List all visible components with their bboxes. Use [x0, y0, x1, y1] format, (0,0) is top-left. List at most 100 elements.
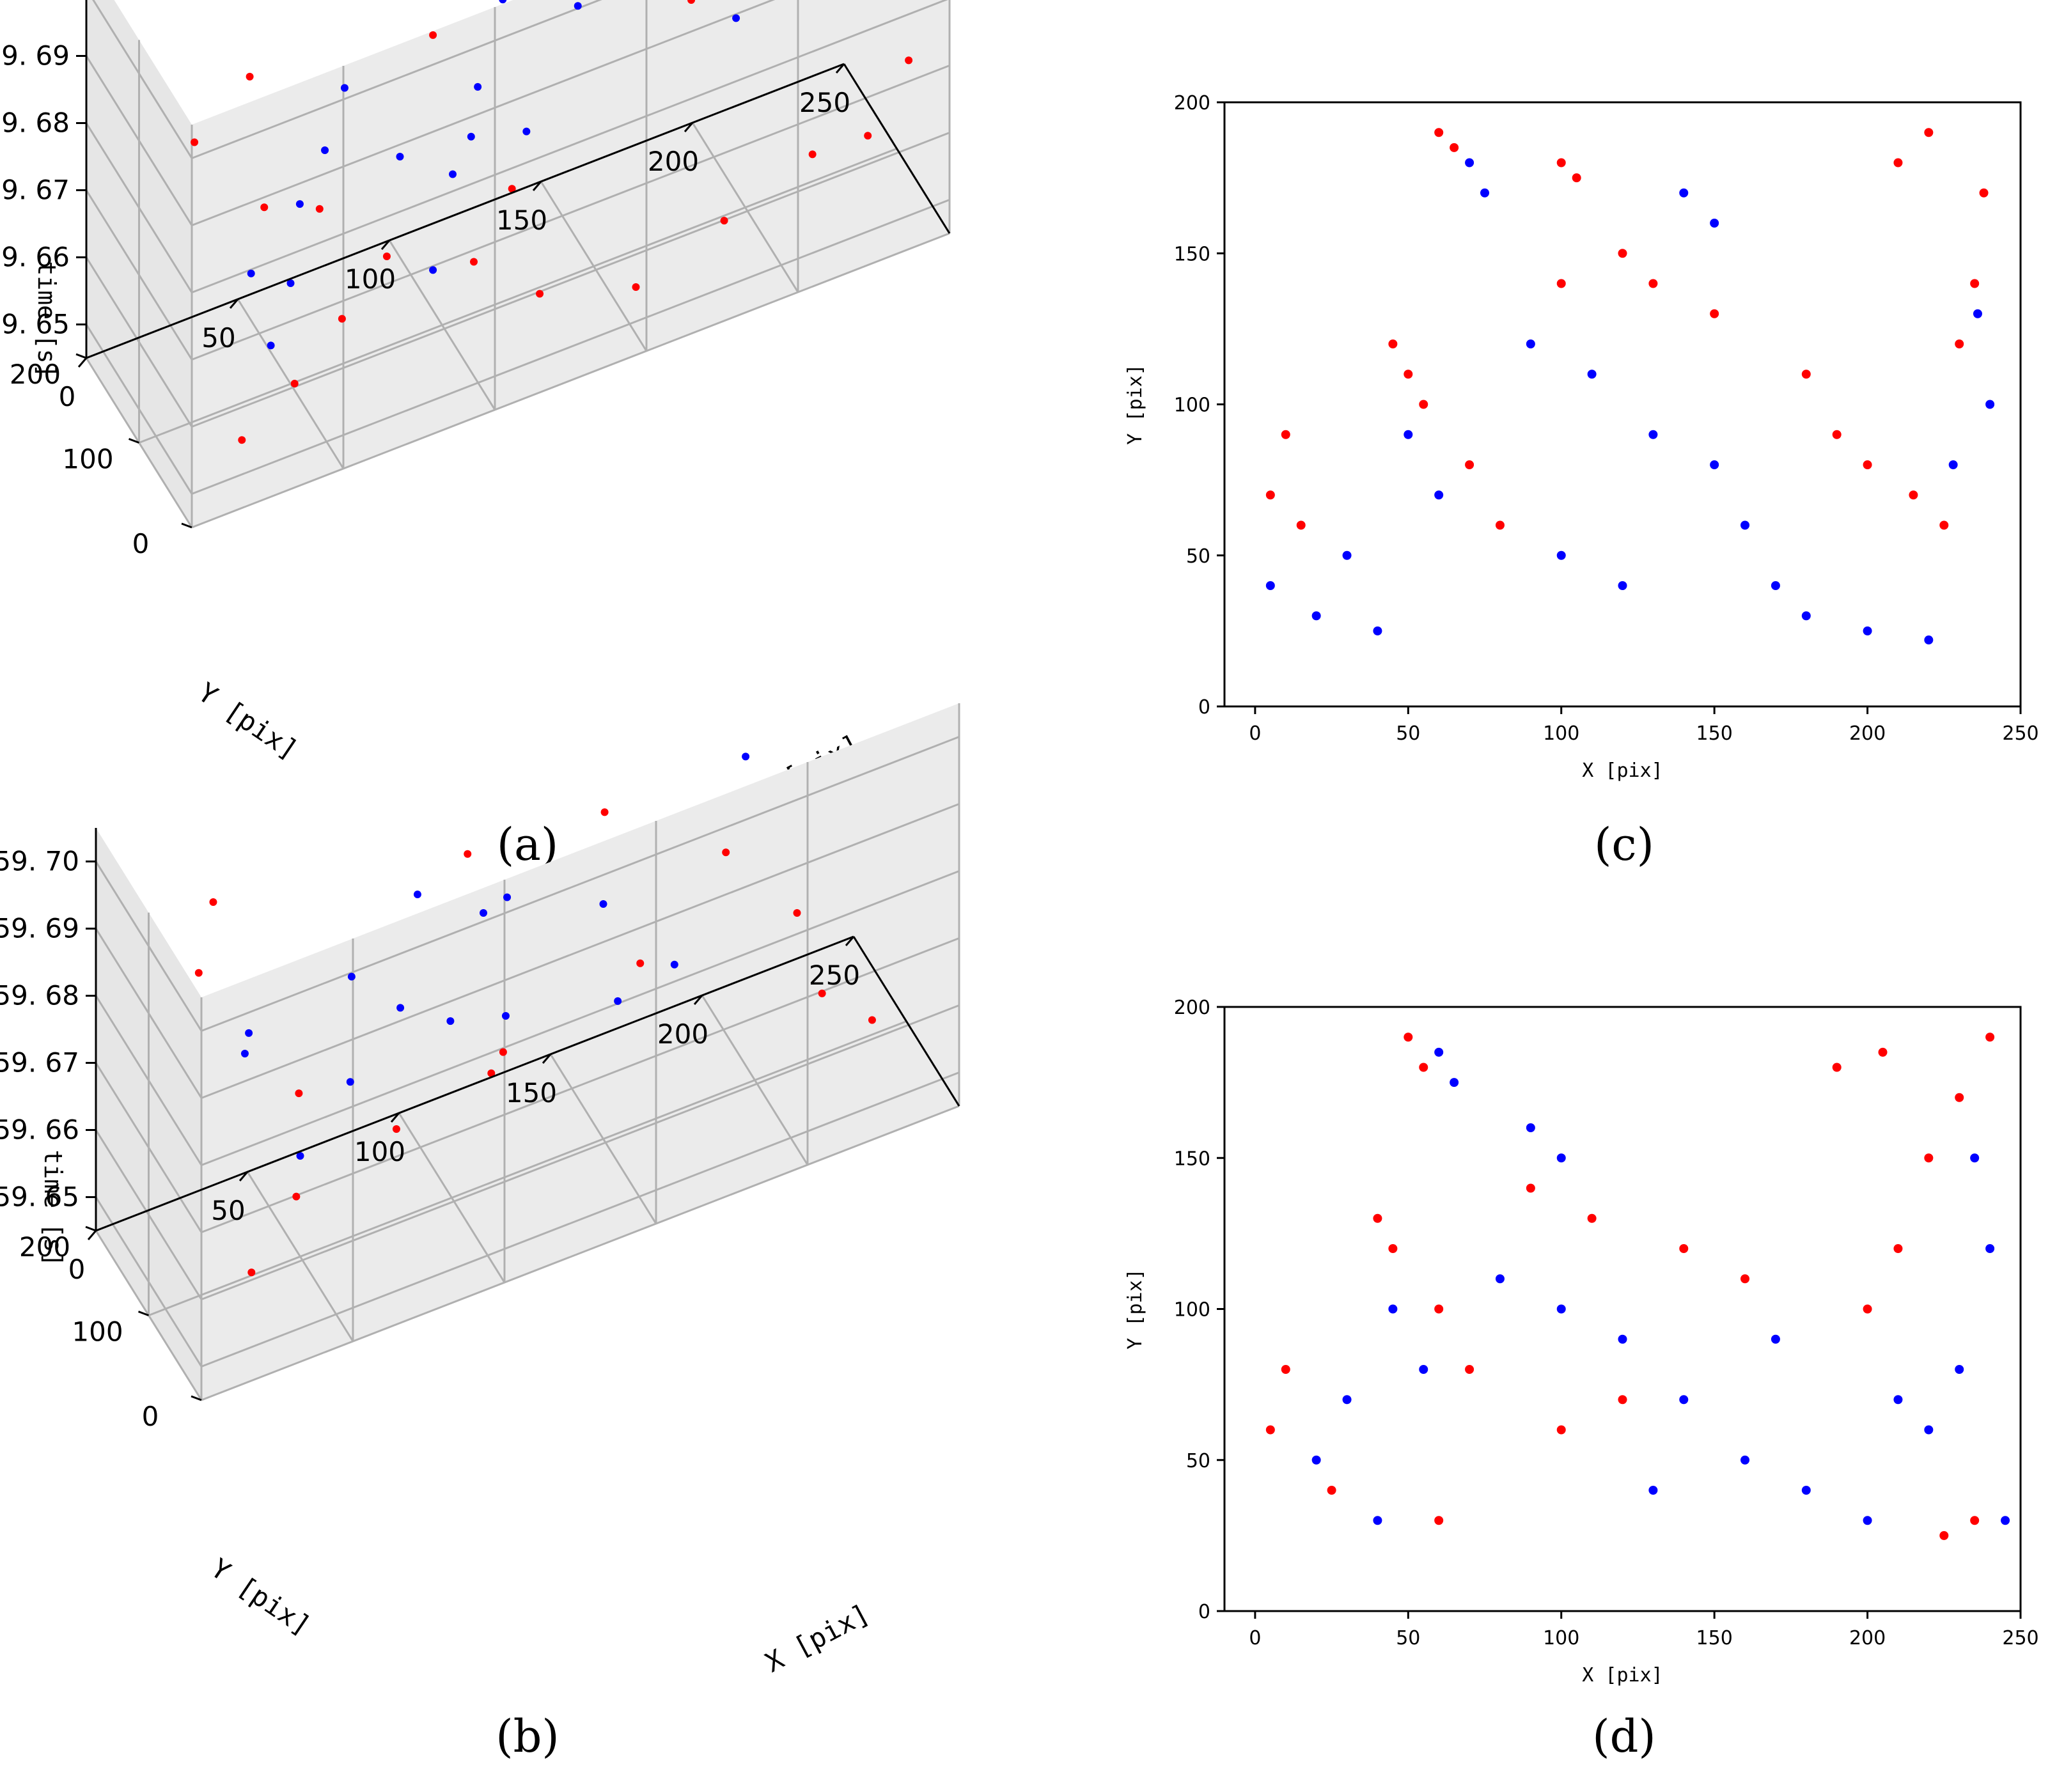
point-blue-17 — [522, 127, 531, 136]
point-blue-5 — [347, 972, 356, 981]
point-red-19 — [1893, 158, 1903, 168]
point-red-20 — [1924, 128, 1934, 137]
panel-d: 0 50 100 150 200 250 0 50 100 150 200 X [pix] Y [pix… — [1124, 997, 2039, 1763]
x-tick — [229, 299, 239, 309]
back-pane — [192, 0, 950, 527]
point-blue-19 — [1618, 581, 1627, 590]
point-red-10 — [1710, 309, 1719, 318]
point-red-16 — [1878, 1047, 1888, 1057]
grid-line — [95, 928, 203, 1099]
x-axis-label: X [pix] — [760, 1598, 875, 1678]
grid-line — [191, 0, 602, 159]
point-blue-1 — [346, 1078, 354, 1086]
point-red-7 — [868, 1016, 876, 1024]
y-axis-label: Y [pix] — [1124, 1268, 1146, 1349]
point-blue-18 — [247, 269, 255, 277]
grid-line — [201, 803, 960, 1099]
point-red-4 — [1434, 1304, 1444, 1314]
point-blue-1 — [449, 170, 457, 178]
point-red-4 — [470, 258, 478, 266]
panel-b: 0 50 100 150 200 250 0 100 200 59. 65 59. 66 59. 67… — [0, 703, 960, 1763]
point-blue-10 — [1863, 1516, 1872, 1525]
x-tick-label: 150 — [1696, 722, 1733, 745]
point-blue-0 — [1434, 1047, 1444, 1057]
point-red-4 — [636, 959, 645, 967]
point-blue-13 — [732, 14, 740, 22]
point-blue-4 — [1495, 1274, 1505, 1284]
z-tick-label: 59. 66 — [0, 242, 70, 273]
point-blue-13 — [1985, 1244, 1995, 1253]
point-red-8 — [1679, 1244, 1689, 1253]
point-red-3 — [1404, 370, 1413, 379]
point-blue-4 — [501, 1012, 510, 1020]
point-red-6 — [1495, 520, 1505, 530]
grid-line — [138, 148, 898, 444]
x-tick-label: 100 — [354, 1136, 405, 1167]
point-red-7 — [1556, 279, 1566, 288]
point-red-18 — [1281, 1365, 1290, 1374]
z-tick-label: 59. 68 — [0, 107, 70, 139]
x-tick-label: 100 — [345, 263, 396, 295]
y-tick-label: 150 — [1174, 243, 1210, 265]
point-red-1 — [1419, 1063, 1428, 1072]
grid-line — [95, 1062, 203, 1233]
point-blue-14 — [1970, 1153, 1980, 1163]
grid-line — [95, 861, 203, 1032]
point-red-15 — [1939, 520, 1949, 530]
z-axis-label: time [s] — [33, 261, 61, 378]
x-tick — [693, 995, 703, 1005]
point-red-23 — [1296, 520, 1306, 530]
x-tick-label: 0 — [59, 381, 76, 412]
point-blue-15 — [1526, 1123, 1535, 1132]
point-blue-18 — [1556, 550, 1566, 560]
grid-line — [191, 65, 950, 361]
point-blue-0 — [1465, 158, 1474, 168]
point-red-14 — [487, 1069, 496, 1077]
point-red-1 — [1450, 143, 1459, 152]
grid-line — [85, 189, 193, 361]
y-tick-label: 100 — [1174, 1299, 1210, 1321]
x-tick-label: 100 — [1543, 722, 1579, 745]
point-red-0 — [1434, 128, 1444, 137]
grid-line — [191, 0, 776, 226]
x-tick-label: 100 — [1543, 1627, 1579, 1649]
point-red-2 — [392, 1125, 400, 1134]
y-tick-label: 200 — [1174, 92, 1210, 114]
panel-a: 0 50 100 150 200 250 0 100 200 59. 65 59. 66 59. 67… — [0, 0, 951, 871]
y-tick-label: 0 — [1198, 696, 1210, 719]
grid-line — [95, 1129, 203, 1300]
x-tick — [380, 240, 391, 250]
z-axis-label: time [s] — [39, 1149, 67, 1266]
panel-caption: (b) — [496, 1710, 559, 1763]
x-tick-label: 50 — [201, 322, 235, 354]
point-red-5 — [536, 290, 544, 298]
x-tick — [835, 63, 845, 74]
plot-area — [1223, 1006, 2022, 1612]
x-tick-label: 150 — [1696, 1627, 1733, 1649]
y-tick-label: 0 — [1198, 1601, 1210, 1623]
y-axis-line — [843, 63, 951, 234]
point-blue-11 — [1924, 1425, 1934, 1435]
point-blue-11 — [1863, 626, 1872, 635]
point-blue-20 — [1648, 1486, 1658, 1495]
point-blue-2 — [1404, 430, 1413, 439]
point-red-3 — [1388, 1244, 1398, 1253]
grid-line — [201, 1071, 960, 1367]
x-tick-label: 150 — [496, 205, 547, 236]
point-red-9 — [1648, 279, 1658, 288]
point-red-14 — [1985, 1032, 1995, 1042]
point-blue-8 — [340, 84, 348, 92]
point-blue-7 — [480, 909, 487, 917]
point-blue-23 — [1265, 581, 1275, 590]
point-red-21 — [1556, 1425, 1566, 1435]
point-blue-6 — [1648, 430, 1658, 439]
x-tick — [684, 122, 694, 132]
point-blue-10 — [574, 2, 582, 10]
x-tick-label: 50 — [1396, 1627, 1420, 1649]
x-tick-label: 200 — [657, 1018, 708, 1050]
point-red-9 — [864, 132, 872, 140]
x-tick — [87, 1230, 97, 1240]
x-tick — [77, 357, 88, 368]
point-blue-23 — [2001, 1516, 2010, 1525]
